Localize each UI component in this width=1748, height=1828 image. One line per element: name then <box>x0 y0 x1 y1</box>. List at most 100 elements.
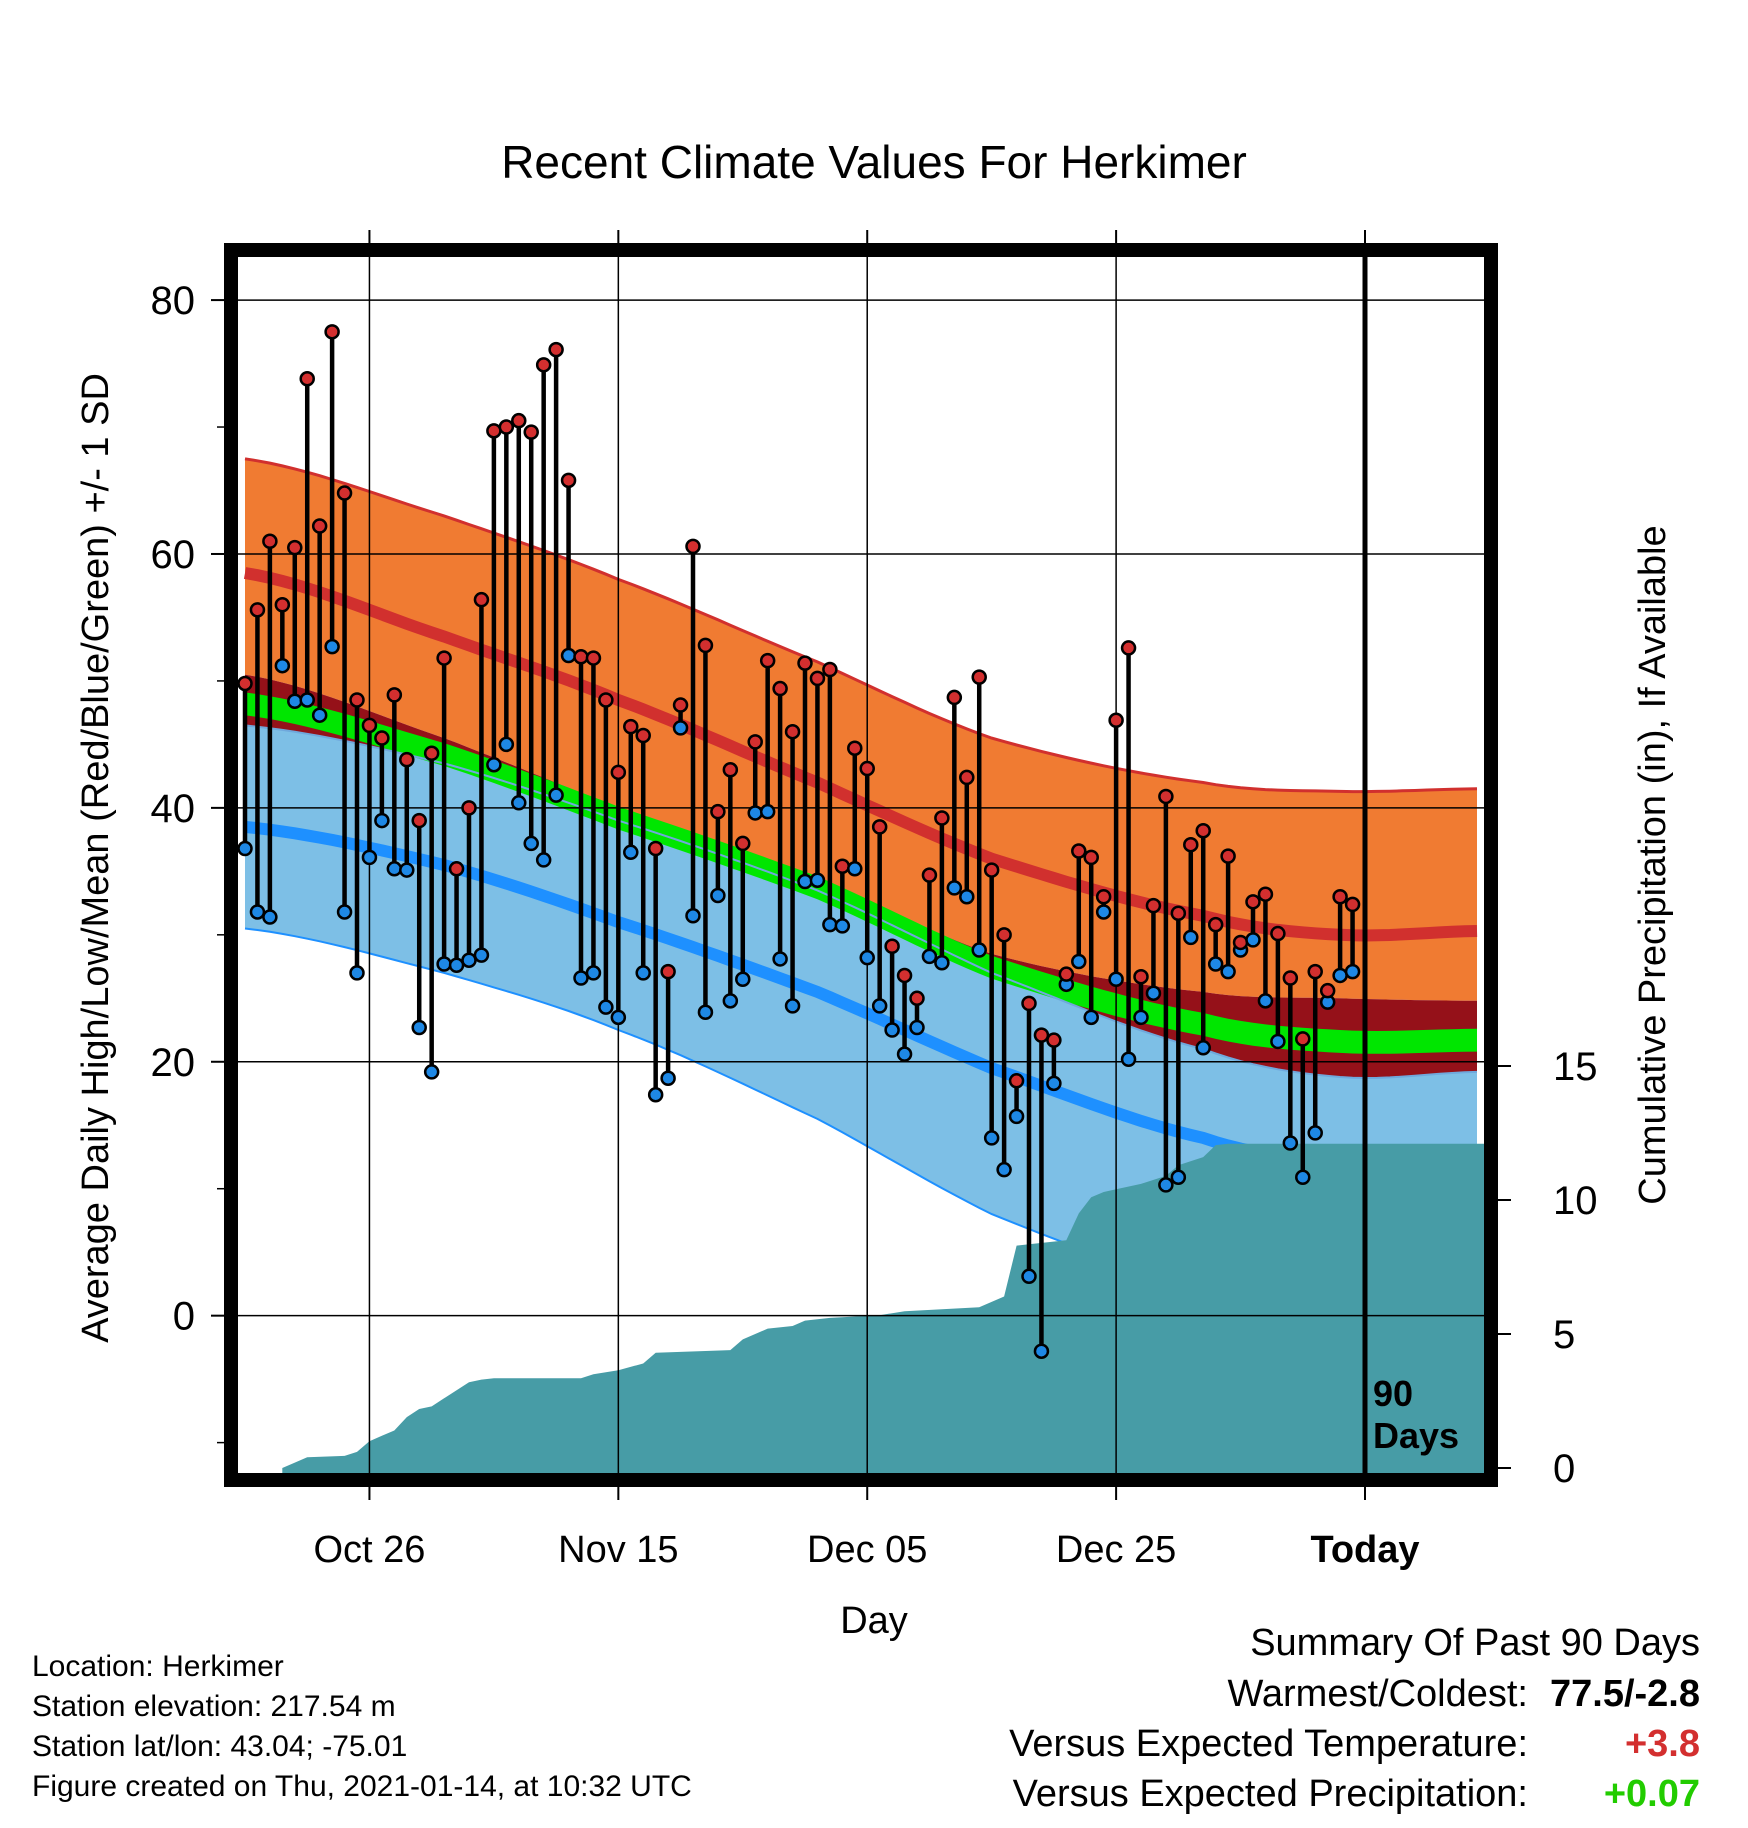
low-point <box>660 1070 676 1087</box>
high-point <box>1108 712 1124 729</box>
low-point <box>797 873 813 890</box>
low-upper-edge <box>244 724 1478 1080</box>
summary-warmest-value: 77.5/-2.8 <box>1550 1673 1700 1715</box>
high-point <box>735 835 751 852</box>
low-point <box>909 1019 925 1036</box>
high-point <box>523 424 539 440</box>
low-point <box>1145 985 1162 1001</box>
low-point <box>311 707 328 723</box>
high-point <box>349 692 365 708</box>
footer-elevation: Station elevation: 217.54 m <box>32 1690 396 1723</box>
footer-location: Location: Herkimer <box>32 1650 284 1683</box>
low-point <box>759 803 776 820</box>
low-point <box>822 916 838 933</box>
ninety-days-label: 90 <box>1373 1373 1413 1414</box>
high-point <box>884 938 900 954</box>
high-point <box>1058 966 1075 982</box>
low-point <box>1108 971 1124 988</box>
low-point <box>1095 904 1112 920</box>
high-point <box>560 472 577 489</box>
high-point <box>1170 905 1187 921</box>
precip-area <box>282 1143 1497 1486</box>
x-tick-label: Oct 26 <box>313 1529 425 1571</box>
high-point <box>971 669 987 685</box>
low-point <box>498 736 515 753</box>
low-point <box>1344 963 1361 980</box>
y-tick-label: 20 <box>151 1041 196 1085</box>
high-point <box>1270 925 1286 942</box>
x-axis-label: Day <box>840 1600 908 1642</box>
high-point <box>946 689 963 706</box>
high-point <box>759 652 776 669</box>
low-point <box>523 835 539 852</box>
high-point <box>374 730 390 746</box>
low-point <box>1207 956 1224 972</box>
high-point <box>1008 1073 1025 1089</box>
high-point <box>871 819 888 835</box>
low-point <box>1220 963 1236 980</box>
high-point <box>1145 897 1162 914</box>
low-point <box>598 999 614 1015</box>
low-point <box>274 657 291 674</box>
low-point <box>971 942 987 958</box>
high-point <box>1071 843 1087 859</box>
high-point <box>635 727 651 744</box>
high-point <box>1245 894 1261 910</box>
y2-axis-label: Cumulative Precipitation (in), If Availa… <box>1632 525 1674 1204</box>
y-tick-label: 40 <box>151 787 196 831</box>
low-point <box>747 805 763 821</box>
low-point <box>610 1009 627 1026</box>
high-point <box>386 687 403 703</box>
high-point <box>1307 963 1323 980</box>
y2-tick-label: 10 <box>1553 1179 1598 1223</box>
low-point <box>448 957 465 974</box>
low-point <box>635 965 651 981</box>
low-point <box>399 862 415 878</box>
low-point <box>299 692 315 708</box>
low-point <box>1332 967 1348 984</box>
high-point <box>461 800 477 816</box>
high-point <box>498 419 515 435</box>
low-point <box>560 647 577 664</box>
y-axis-label: Average Daily High/Low/Mean (Red/Blue/Gr… <box>75 373 117 1343</box>
low-point <box>1183 929 1199 946</box>
low-point <box>324 638 340 655</box>
low-point <box>1083 1009 1099 1026</box>
low-point <box>834 918 851 934</box>
high-point <box>299 371 315 387</box>
high-point <box>896 967 913 984</box>
low-point <box>735 971 751 988</box>
low-point <box>249 904 266 920</box>
high-point <box>996 927 1012 943</box>
summary-temp-value: +3.8 <box>1624 1723 1700 1765</box>
high-point <box>610 764 627 781</box>
high-point <box>1083 849 1099 866</box>
low-point <box>1158 1177 1174 1193</box>
summary-warmest-label: Warmest/Coldest: <box>1227 1673 1528 1715</box>
high-point <box>324 324 340 340</box>
high-point <box>237 675 253 692</box>
y-tick-label: 80 <box>151 279 196 323</box>
low-point <box>847 861 863 877</box>
low-point <box>983 1130 1000 1146</box>
high-point <box>934 810 950 826</box>
x-tick-label: Nov 15 <box>558 1529 678 1571</box>
chart-title: Recent Climate Values For Herkimer <box>501 136 1247 188</box>
low-point <box>1195 1040 1211 1056</box>
low-point <box>237 840 253 857</box>
low-point <box>623 844 639 861</box>
high-point <box>311 518 328 534</box>
high-point <box>399 751 415 768</box>
summary-temp-label: Versus Expected Temperature: <box>1009 1723 1528 1765</box>
summary-warmest-row: Warmest/Coldest: 77.5/-2.8 <box>1227 1673 1700 1716</box>
high-point <box>249 602 266 618</box>
low-point <box>1133 1009 1149 1026</box>
high-point <box>1232 934 1249 951</box>
high-point <box>1021 995 1037 1012</box>
low-point <box>585 965 602 981</box>
summary-temp-row: Versus Expected Temperature: +3.8 <box>1009 1723 1700 1766</box>
high-point <box>1158 788 1174 805</box>
high-point <box>511 412 527 429</box>
y2-tick-label: 15 <box>1553 1045 1598 1089</box>
summary-title: Summary Of Past 90 Days <box>1250 1622 1700 1664</box>
